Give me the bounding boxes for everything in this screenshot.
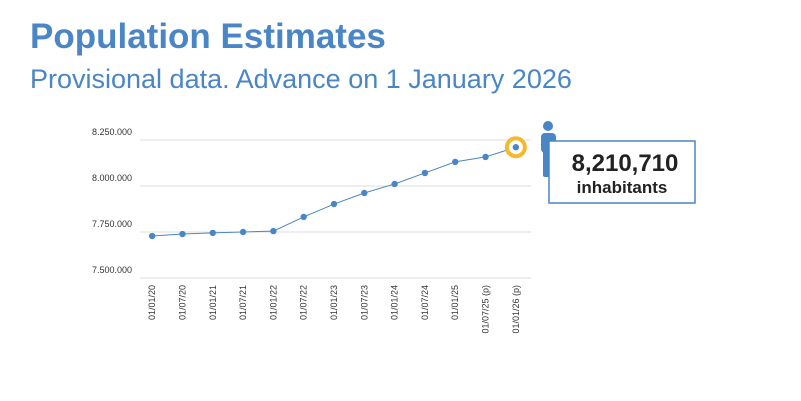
x-tick-label: 01/01/20 bbox=[147, 285, 157, 320]
point bbox=[330, 200, 338, 208]
point bbox=[421, 169, 429, 177]
x-tick-label: 01/01/25 bbox=[450, 285, 460, 320]
y-tick-label: 8.000.000 bbox=[92, 173, 132, 183]
x-tick-label: 01/01/22 bbox=[268, 285, 278, 320]
x-tick-label: 01/07/25 (p) bbox=[481, 285, 491, 334]
point bbox=[300, 213, 307, 221]
point bbox=[452, 158, 459, 166]
x-tick-label: 01/01/21 bbox=[208, 285, 218, 320]
x-tick-label: 01/07/24 bbox=[420, 285, 430, 320]
point bbox=[482, 153, 489, 161]
point bbox=[239, 228, 247, 236]
y-tick-label: 7.750.000 bbox=[92, 219, 132, 229]
y-tick-label: 7.500.000 bbox=[92, 265, 132, 275]
x-tick-label: 01/07/20 bbox=[177, 285, 187, 320]
y-tick-label: 8.250.000 bbox=[92, 127, 132, 137]
x-tick-label: 01/01/23 bbox=[329, 285, 339, 320]
point bbox=[391, 180, 398, 188]
x-tick-label: 01/01/24 bbox=[390, 285, 400, 320]
x-tick-label: 01/01/26 (p) bbox=[511, 285, 521, 334]
chart-title: Population Estimates bbox=[30, 17, 386, 56]
value-label: 8,210,710 bbox=[572, 150, 679, 177]
line bbox=[152, 146, 516, 237]
point bbox=[512, 144, 520, 151]
point bbox=[148, 232, 156, 240]
callout-box bbox=[548, 140, 696, 204]
point bbox=[270, 227, 277, 235]
point bbox=[209, 229, 216, 237]
annotation: inhabitants bbox=[577, 178, 668, 197]
point bbox=[179, 230, 186, 238]
x-tick-label: 01/07/21 bbox=[238, 285, 248, 320]
chart-subtitle: Provisional data. Advance on 1 January 2… bbox=[30, 64, 572, 94]
x-tick-label: 01/07/22 bbox=[299, 285, 309, 320]
point bbox=[361, 189, 368, 197]
x-tick-label: 01/07/23 bbox=[359, 285, 369, 320]
